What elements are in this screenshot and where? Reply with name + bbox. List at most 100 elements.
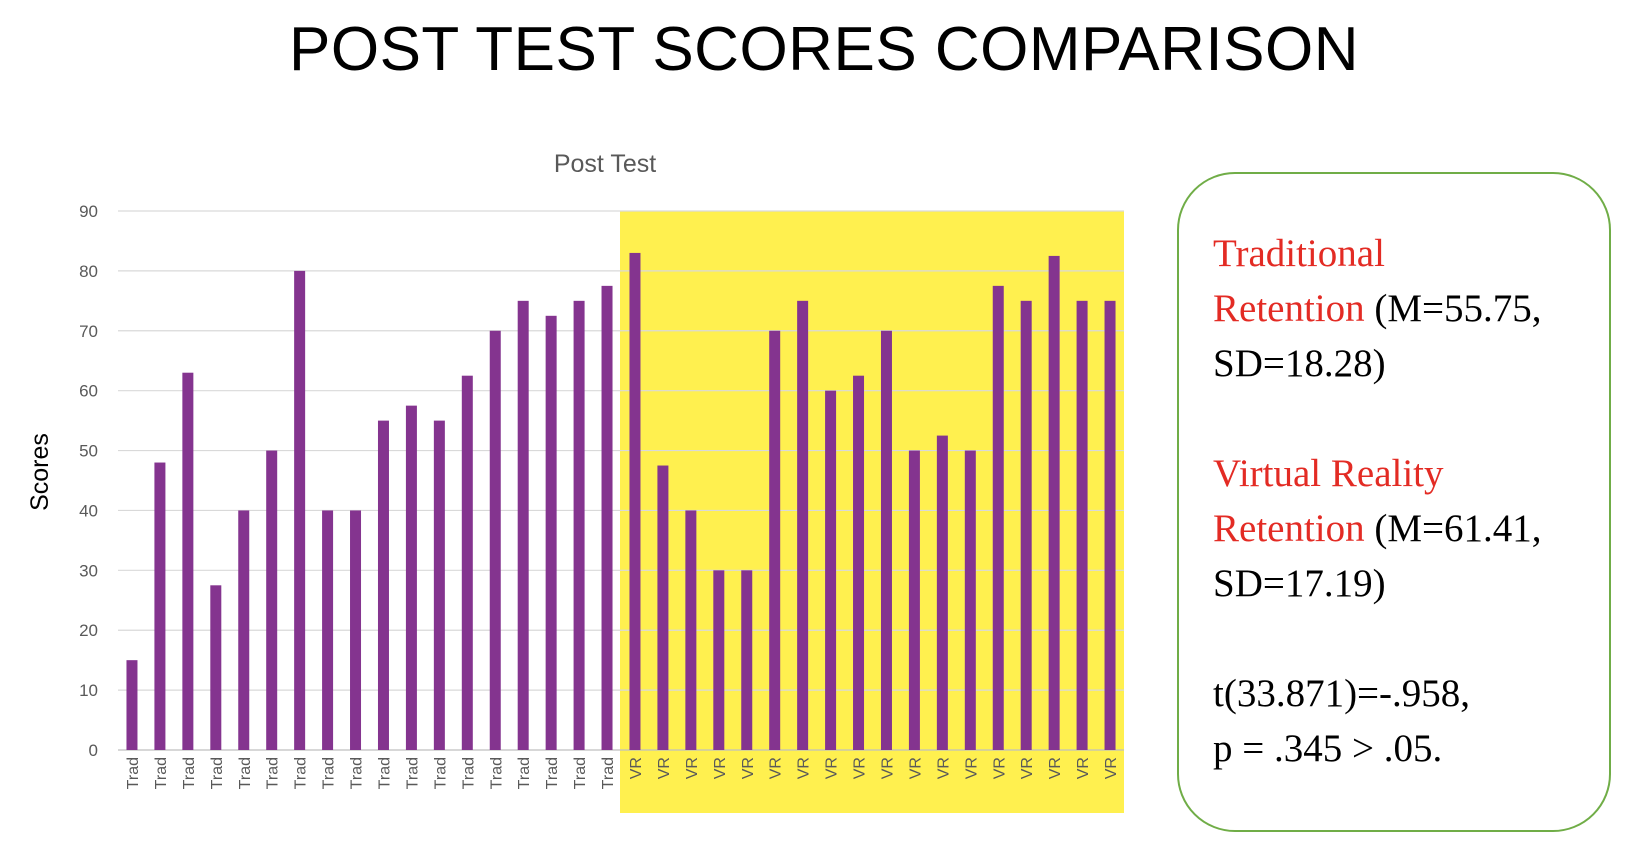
bar-trad-4 <box>210 585 222 750</box>
y-tick-label: 10 <box>79 681 98 700</box>
x-tick-label: VR <box>656 757 673 779</box>
bar-vr-36 <box>1104 300 1116 750</box>
bar-vr-29 <box>908 450 920 750</box>
vr-stats: Virtual Reality Retention (M=61.41, SD=1… <box>1213 446 1603 611</box>
bar-trad-14 <box>489 330 501 750</box>
x-tick-label: Trad <box>488 757 505 789</box>
bar-vr-32 <box>992 285 1004 750</box>
bar-trad-10 <box>377 420 389 750</box>
bar-vr-26 <box>825 390 837 750</box>
x-tick-label: VR <box>1019 757 1036 779</box>
x-tick-label: VR <box>824 757 841 779</box>
t-test-line1: t(33.871)=-.958, <box>1213 672 1471 715</box>
statistics-box: Traditional Retention (M=55.75, SD=18.28… <box>1177 172 1611 832</box>
bar-trad-16 <box>545 315 557 750</box>
bar-vr-24 <box>769 330 781 750</box>
x-tick-label: VR <box>740 757 757 779</box>
bar-trad-13 <box>461 375 473 750</box>
y-tick-label: 70 <box>79 322 98 341</box>
chart-title: Post Test <box>554 150 656 178</box>
y-tick-labels: 0 10 20 30 40 50 60 70 80 90 <box>79 202 98 760</box>
x-tick-label: Trad <box>125 757 142 789</box>
bar-vr-19 <box>629 252 641 750</box>
y-tick-label: 90 <box>79 202 98 221</box>
bar-vr-23 <box>741 570 753 750</box>
bar-trad-8 <box>322 510 334 750</box>
x-tick-label: VR <box>712 757 729 779</box>
vr-mean: (M=61.41, <box>1374 507 1542 550</box>
x-tick-label: Trad <box>432 757 449 789</box>
x-tick-label: Trad <box>572 757 589 789</box>
bar-trad-11 <box>405 405 417 750</box>
gridlines <box>118 210 1124 751</box>
statistics-text: Traditional Retention (M=55.75, SD=18.28… <box>1213 226 1603 776</box>
x-tick-label: Trad <box>181 757 198 789</box>
bar-vr-22 <box>713 570 725 750</box>
bar-vr-21 <box>685 510 697 750</box>
x-tick-label: Trad <box>293 757 310 789</box>
x-tick-label: Trad <box>404 757 421 789</box>
traditional-stats: Traditional Retention (M=55.75, SD=18.28… <box>1213 226 1603 391</box>
bar-trad-7 <box>294 270 306 750</box>
x-tick-label: Trad <box>516 757 533 789</box>
x-tick-label: Trad <box>153 757 170 789</box>
y-tick-label: 20 <box>79 621 98 640</box>
bar-trad-17 <box>573 300 585 750</box>
bar-trad-15 <box>517 300 529 750</box>
bar-trad-12 <box>433 420 445 750</box>
vr-sd: SD=17.19) <box>1213 562 1386 605</box>
y-tick-label: 0 <box>89 741 98 760</box>
t-test-result: t(33.871)=-.958, p = .345 > .05. <box>1213 666 1603 776</box>
traditional-label-line2: Retention <box>1213 287 1365 330</box>
x-tick-label: VR <box>963 757 980 779</box>
bar-vr-25 <box>797 300 809 750</box>
bar-trad-6 <box>266 450 278 750</box>
x-tick-label: Trad <box>376 757 393 789</box>
x-tick-label: Trad <box>321 757 338 789</box>
traditional-sd: SD=18.28) <box>1213 342 1386 385</box>
x-tick-label: Trad <box>544 757 561 789</box>
x-tick-label: VR <box>1047 757 1064 779</box>
t-test-line2: p = .345 > .05. <box>1213 727 1443 770</box>
x-tick-label: VR <box>852 757 869 779</box>
x-tick-label: Trad <box>460 757 477 789</box>
x-tick-label: VR <box>628 757 645 779</box>
x-tick-labels: Trad Trad Trad Trad Trad Trad Trad Trad Trad Trad… <box>125 757 1120 789</box>
bar-vr-30 <box>936 435 948 750</box>
slide-title: POST TEST SCORES COMPARISON <box>288 15 1359 84</box>
bar-trad-18 <box>601 285 613 750</box>
vr-label-line1: Virtual Reality <box>1213 452 1444 495</box>
bar-trad-1 <box>126 660 138 750</box>
x-tick-label: Trad <box>600 757 617 789</box>
bars <box>126 252 1116 750</box>
bar-trad-3 <box>182 372 194 750</box>
bar-vr-27 <box>853 375 865 750</box>
x-tick-label: VR <box>684 757 701 779</box>
x-tick-label: VR <box>991 757 1008 779</box>
x-tick-label: VR <box>879 757 896 779</box>
bar-trad-5 <box>238 510 250 750</box>
x-tick-label: VR <box>935 757 952 779</box>
x-tick-label: Trad <box>349 757 366 789</box>
x-tick-label: VR <box>796 757 813 779</box>
bar-vr-31 <box>964 450 976 750</box>
traditional-label-line1: Traditional <box>1213 232 1385 275</box>
bar-vr-34 <box>1048 255 1060 750</box>
vr-label-line2: Retention <box>1213 507 1365 550</box>
bar-vr-35 <box>1076 300 1088 750</box>
y-tick-label: 40 <box>79 501 98 520</box>
bar-trad-9 <box>350 510 362 750</box>
y-axis-label: Scores <box>26 433 54 511</box>
x-tick-label: Trad <box>209 757 226 789</box>
bar-trad-2 <box>154 462 166 750</box>
y-tick-label: 50 <box>79 442 98 461</box>
vr-highlight-layer <box>620 211 1124 813</box>
x-tick-label: VR <box>907 757 924 779</box>
x-tick-label: VR <box>768 757 785 779</box>
y-tick-label: 60 <box>79 382 98 401</box>
x-tick-label: VR <box>1103 757 1120 779</box>
x-tick-label: Trad <box>237 757 254 789</box>
bar-vr-20 <box>657 465 669 750</box>
